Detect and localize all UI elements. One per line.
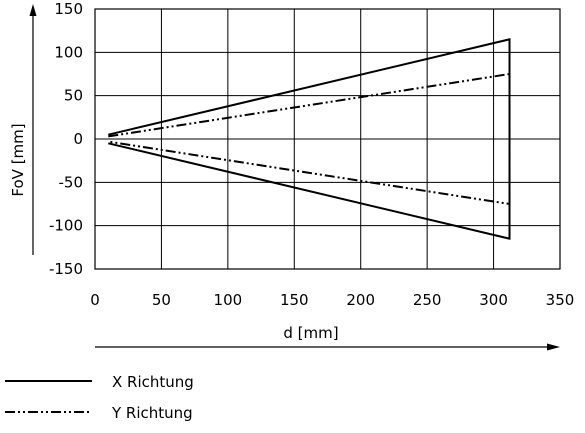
x-tick-label: 100: [214, 291, 243, 309]
y-axis-arrowhead: [29, 4, 37, 16]
legend-label-y-richtung: Y Richtung: [111, 404, 193, 422]
x-tick-label: 200: [346, 291, 375, 309]
y-tick-label: 50: [64, 87, 83, 105]
y-tick-label: -100: [49, 217, 83, 235]
legend: X Richtung Y Richtung: [5, 373, 194, 422]
x-axis-label: d [mm]: [283, 324, 338, 342]
y-tick-labels: 150 100 50 0 -50 -100 -150: [49, 0, 83, 278]
y-tick-label: 0: [73, 130, 83, 148]
series-line-y-richtung: [108, 72, 511, 206]
y-tick-label: -50: [59, 173, 84, 191]
grid: [94, 8, 561, 270]
x-axis-arrowhead: [547, 343, 560, 351]
plot-frame: [94, 8, 561, 270]
series-line-x-richtung: [108, 38, 511, 240]
x-tick-label: 50: [152, 291, 171, 309]
y-tick-label: 150: [54, 0, 83, 18]
legend-label-x-richtung: X Richtung: [112, 373, 194, 391]
x-tick-label: 0: [90, 291, 100, 309]
x-tick-label: 350: [546, 291, 575, 309]
x-tick-label: 300: [479, 291, 508, 309]
x-tick-label: 250: [413, 291, 442, 309]
x-tick-label: 150: [280, 291, 309, 309]
x-tick-labels: 0 50 100 150 200 250 300 350: [90, 291, 574, 309]
y-tick-label: -150: [49, 260, 83, 278]
series-group: [108, 38, 511, 240]
y-axis-label: FoV [mm]: [9, 123, 27, 196]
y-tick-label: 100: [54, 43, 83, 61]
